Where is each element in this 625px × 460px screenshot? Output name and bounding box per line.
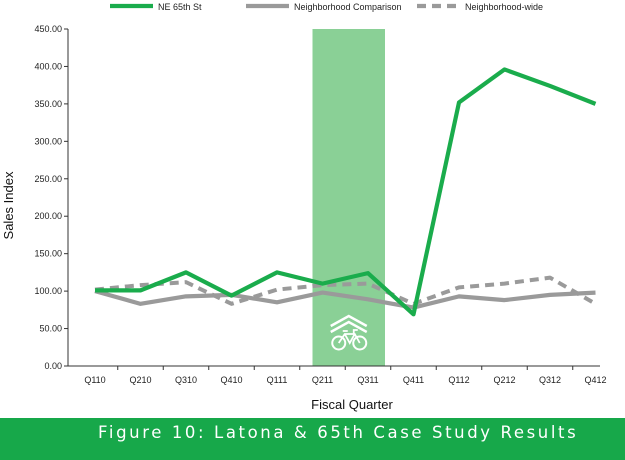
x-tick-label: Q111 xyxy=(267,375,288,385)
bike-lane-highlight-band xyxy=(312,29,385,366)
x-tick-label: Q410 xyxy=(220,375,242,385)
y-tick-label: 0.00 xyxy=(44,361,62,371)
axes: 0.00 50.00 100.00 150.00 200.00 250.00 300.00 3… xyxy=(34,24,606,385)
x-tick-label: Q211 xyxy=(312,375,333,385)
series-layer xyxy=(94,67,597,317)
y-tick-label: 200.00 xyxy=(34,211,62,221)
y-tick-label: 100.00 xyxy=(34,286,62,296)
legend-label: NE 65th St xyxy=(158,2,202,12)
x-tick-label: Q312 xyxy=(539,375,561,385)
legend-label: Neighborhood-wide xyxy=(465,2,543,12)
y-tick-label: 50.00 xyxy=(39,324,62,334)
x-tick-label: Q212 xyxy=(493,375,515,385)
x-tick-label: Q210 xyxy=(129,375,151,385)
legend-label: Neighborhood Comparison xyxy=(294,2,402,12)
bike-wheel xyxy=(331,335,347,351)
bike-wheel xyxy=(352,335,368,351)
figure-caption: Figure 10: Latona & 65th Case Study Resu… xyxy=(98,423,579,442)
y-tick-label: 450.00 xyxy=(34,24,62,34)
x-tick-label: Q110 xyxy=(84,375,105,385)
x-tick-label: Q310 xyxy=(175,375,197,385)
bike-frame xyxy=(338,329,361,345)
y-tick-label: 300.00 xyxy=(34,136,62,146)
y-axis-title: Sales Index xyxy=(1,171,16,239)
x-axis-title: Fiscal Quarter xyxy=(311,397,393,412)
y-tick-label: 150.00 xyxy=(34,249,62,259)
caption-bar xyxy=(0,418,625,460)
y-tick-label: 350.00 xyxy=(34,99,62,109)
legend: NE 65th St Neighborhood Comparison Neighbo… xyxy=(110,2,543,12)
sharrow-chevron xyxy=(330,314,368,328)
series-line-neighborhood-wide xyxy=(94,275,597,306)
series-line-neighborhood-comparison xyxy=(94,289,596,310)
x-tick-label: Q311 xyxy=(357,375,378,385)
x-tick-label: Q411 xyxy=(403,375,424,385)
series-line-ne-65th-st xyxy=(95,67,597,317)
x-tick-label: Q112 xyxy=(448,375,469,385)
bike-lane-icon xyxy=(330,314,368,351)
y-tick-label: 400.00 xyxy=(34,61,62,71)
x-tick-label: Q412 xyxy=(584,375,606,385)
y-tick-label: 250.00 xyxy=(34,174,62,184)
sharrow-chevron xyxy=(330,320,368,334)
